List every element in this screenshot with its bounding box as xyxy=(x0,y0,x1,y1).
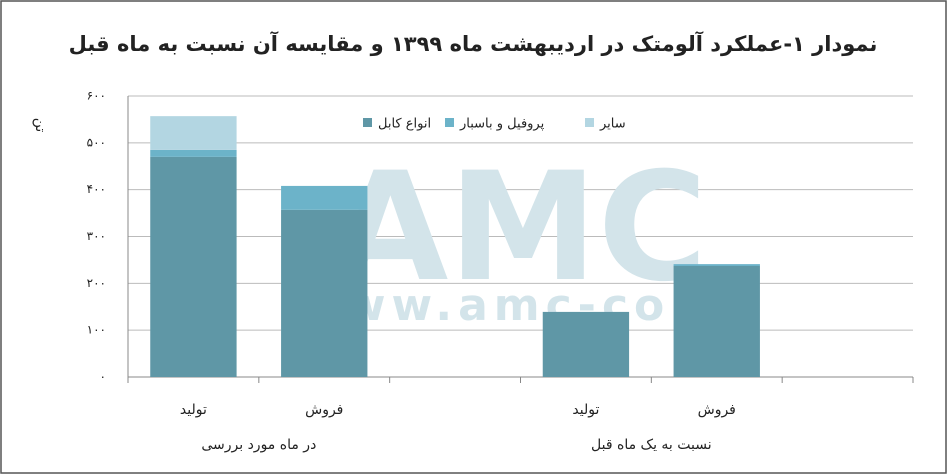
y-tick-label: ۴۰۰ xyxy=(87,182,106,196)
bar-segment xyxy=(542,311,630,377)
bar-segment xyxy=(150,116,237,150)
y-tick-label: ۵۰۰ xyxy=(87,135,106,149)
legend-label: انواع کابل xyxy=(378,117,431,132)
bar-segment xyxy=(673,266,760,377)
y-tick-label: ۳۰۰ xyxy=(87,229,106,243)
legend-swatch xyxy=(445,118,454,127)
y-tick-label: ۶۰۰ xyxy=(87,89,106,103)
x-tick-label: فروش xyxy=(305,402,343,418)
watermark: AMC www.amc-co.ir xyxy=(298,141,742,331)
y-tick-label: ۲۰۰ xyxy=(87,276,106,290)
x-tick-label: تولید xyxy=(180,402,207,418)
bar-segment xyxy=(281,185,368,210)
y-axis-label: تن xyxy=(32,118,48,133)
legend-swatch xyxy=(585,118,594,127)
group-label: نسبت به یک ماه قبل xyxy=(591,437,712,453)
legend-label: پروفیل و باسبار xyxy=(459,117,545,132)
watermark-url: www.amc-co.ir xyxy=(298,280,742,331)
x-tick-label: فروش xyxy=(698,402,736,418)
y-tick-label: ۰ xyxy=(100,370,106,384)
bar-segment xyxy=(150,156,237,377)
legend-label: سایر xyxy=(599,117,626,132)
watermark-logo: AMC xyxy=(332,141,707,315)
bar-segment xyxy=(150,149,237,157)
chart-title: نمودار ۱-عملکرد آلومتک در اردیبهشت ماه ۱… xyxy=(69,31,878,56)
x-tick-label: تولید xyxy=(572,402,599,418)
y-tick-label: ۱۰۰ xyxy=(87,323,106,337)
bar-segment xyxy=(281,209,368,377)
group-label: در ماه مورد بررسی xyxy=(201,437,316,453)
legend-swatch xyxy=(363,118,372,127)
bar-segment xyxy=(673,264,760,267)
